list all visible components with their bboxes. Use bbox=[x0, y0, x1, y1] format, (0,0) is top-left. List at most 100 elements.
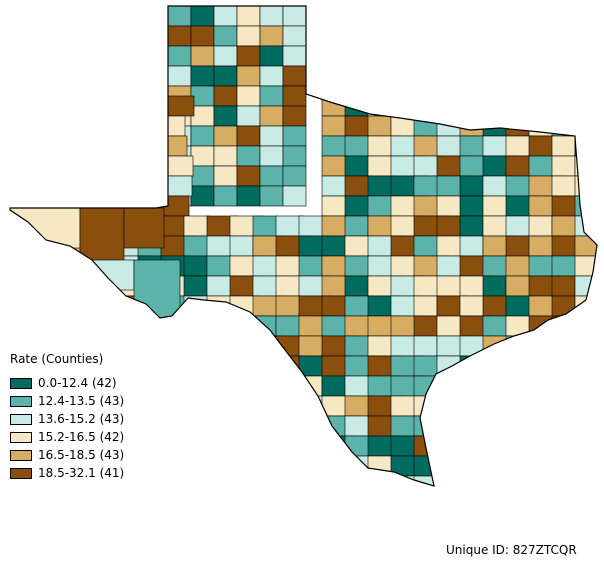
county bbox=[160, 375, 191, 397]
county bbox=[344, 435, 370, 457]
county bbox=[236, 6, 261, 27]
county bbox=[259, 105, 284, 127]
county bbox=[528, 255, 555, 277]
county bbox=[459, 215, 484, 237]
county bbox=[505, 475, 537, 486]
county bbox=[137, 335, 169, 357]
county bbox=[114, 115, 143, 137]
county bbox=[528, 215, 553, 237]
county bbox=[436, 95, 467, 117]
county bbox=[10, 235, 25, 257]
county bbox=[22, 155, 51, 177]
county bbox=[91, 315, 129, 337]
county bbox=[598, 396, 604, 416]
county bbox=[459, 395, 486, 417]
county bbox=[344, 95, 377, 117]
county bbox=[551, 135, 576, 157]
county bbox=[190, 185, 215, 207]
county bbox=[22, 95, 47, 117]
county bbox=[229, 435, 264, 457]
county bbox=[528, 395, 559, 417]
county bbox=[45, 95, 78, 117]
county bbox=[459, 455, 493, 477]
county bbox=[190, 25, 215, 47]
county bbox=[167, 45, 192, 67]
county bbox=[10, 155, 26, 177]
county bbox=[275, 295, 302, 317]
county bbox=[10, 275, 33, 297]
county bbox=[574, 155, 597, 177]
county bbox=[459, 175, 487, 197]
county bbox=[505, 95, 532, 117]
county bbox=[574, 115, 597, 137]
county bbox=[137, 315, 169, 337]
unique-id: Unique ID: 827ZTCQR bbox=[446, 543, 577, 557]
county bbox=[282, 25, 307, 47]
county bbox=[259, 85, 284, 107]
county bbox=[229, 455, 264, 477]
county bbox=[133, 259, 181, 321]
county bbox=[236, 185, 261, 207]
county bbox=[551, 95, 577, 117]
legend-item: 13.6-15.2 (43) bbox=[10, 410, 124, 428]
county bbox=[413, 395, 445, 417]
county bbox=[68, 275, 100, 297]
county bbox=[137, 355, 172, 377]
county bbox=[551, 275, 576, 297]
county bbox=[183, 255, 210, 277]
state-outline bbox=[9, 5, 598, 487]
county bbox=[551, 315, 580, 337]
county bbox=[482, 255, 509, 277]
county bbox=[505, 175, 532, 197]
county bbox=[482, 295, 508, 317]
county bbox=[183, 475, 211, 486]
county bbox=[22, 275, 59, 297]
legend-item: 12.4-13.5 (43) bbox=[10, 392, 124, 410]
county bbox=[206, 355, 236, 377]
county bbox=[137, 435, 165, 457]
county bbox=[321, 275, 348, 297]
county bbox=[137, 455, 171, 477]
county bbox=[275, 415, 304, 437]
county bbox=[598, 116, 604, 136]
county bbox=[436, 435, 463, 457]
county bbox=[551, 455, 589, 477]
county bbox=[344, 215, 369, 237]
county bbox=[259, 65, 284, 87]
county bbox=[598, 376, 604, 396]
county bbox=[10, 135, 26, 157]
county bbox=[160, 115, 186, 137]
county bbox=[321, 475, 356, 486]
county bbox=[45, 175, 74, 197]
county bbox=[79, 207, 125, 269]
county bbox=[213, 6, 238, 27]
county bbox=[236, 165, 261, 187]
legend-swatch bbox=[10, 431, 32, 443]
county bbox=[551, 415, 579, 437]
county bbox=[298, 475, 331, 486]
county bbox=[252, 455, 289, 477]
county bbox=[598, 216, 604, 236]
county bbox=[229, 415, 267, 437]
county bbox=[528, 475, 562, 486]
county bbox=[413, 135, 439, 157]
county bbox=[137, 155, 167, 177]
county bbox=[10, 115, 31, 137]
county bbox=[551, 155, 576, 177]
county bbox=[68, 175, 104, 197]
county bbox=[68, 115, 105, 137]
county bbox=[68, 135, 106, 157]
county bbox=[91, 115, 122, 137]
county bbox=[598, 136, 604, 156]
county bbox=[183, 435, 219, 457]
county bbox=[574, 395, 597, 417]
county bbox=[22, 175, 57, 197]
county bbox=[482, 435, 515, 457]
county bbox=[344, 275, 372, 297]
county bbox=[482, 335, 520, 357]
county bbox=[160, 475, 196, 486]
county bbox=[160, 175, 193, 197]
county bbox=[282, 85, 307, 107]
county bbox=[551, 335, 586, 357]
county bbox=[598, 356, 604, 376]
